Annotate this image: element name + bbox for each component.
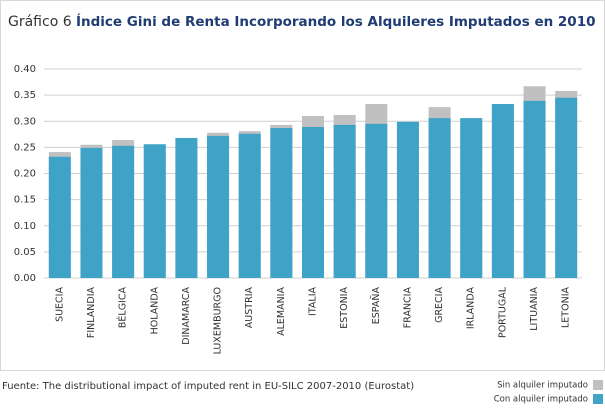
legend-swatch — [593, 380, 603, 390]
bar — [460, 118, 483, 279]
y-tick-label: 0.20 — [14, 169, 36, 180]
y-tick-label: 0.40 — [14, 64, 36, 75]
legend-swatch — [593, 394, 603, 404]
bar — [428, 118, 451, 279]
bar — [238, 133, 261, 278]
x-tick-label: HOLANDA — [149, 287, 160, 335]
x-tick-label: LUXEMBURGO — [213, 287, 224, 354]
legend-label: Con alquiler imputado — [494, 395, 588, 405]
bar — [207, 135, 230, 278]
y-tick-label: 0.25 — [14, 142, 36, 153]
bar — [80, 147, 103, 278]
y-tick-label: 0.00 — [14, 273, 36, 284]
bar — [270, 128, 293, 278]
x-tick-label: FRANCIA — [402, 287, 413, 329]
y-tick-label: 0.10 — [14, 221, 36, 232]
bar — [491, 104, 514, 278]
chart-title-prefix: Gráfico 6 — [8, 14, 72, 30]
bar — [523, 100, 546, 278]
x-tick-label: GRECIA — [434, 287, 445, 323]
source: Fuente: The distributional impact of imp… — [2, 381, 414, 392]
bar — [302, 126, 324, 278]
y-tick-label: 0.15 — [14, 195, 36, 206]
legend-label: Sin alquiler imputado — [497, 381, 588, 391]
bar — [396, 121, 419, 279]
bar — [555, 97, 578, 278]
y-tick-label: 0.05 — [14, 247, 36, 258]
x-tick-label: ALEMANIA — [276, 287, 287, 336]
bar — [112, 145, 135, 278]
x-tick-label: ESPAÑA — [371, 287, 382, 325]
x-tick-label: BÉLGICA — [117, 287, 129, 329]
x-tick-label: FINLANDIA — [86, 287, 97, 339]
x-tick-label: ESTONIA — [339, 287, 350, 329]
bar — [143, 144, 166, 278]
x-tick-label: SUECIA — [54, 287, 65, 322]
bar — [333, 124, 356, 278]
y-tick-label: 0.35 — [14, 90, 36, 101]
bar — [175, 137, 198, 278]
x-tick-label: IRLANDA — [466, 287, 477, 330]
x-tick-label: LETONIA — [561, 287, 572, 328]
bar — [365, 123, 388, 278]
x-tick-label: ITALIA — [308, 287, 319, 316]
bar — [48, 156, 71, 278]
x-tick-label: LITUANIA — [529, 287, 540, 331]
x-tick-label: AUSTRIA — [244, 286, 255, 328]
x-tick-label: PORTUGAL — [497, 286, 508, 338]
chart-title: Índice Gini de Renta Incorporando los Al… — [76, 13, 596, 30]
y-tick-label: 0.30 — [14, 116, 36, 127]
x-tick-label: DINAMARCA — [181, 287, 192, 345]
